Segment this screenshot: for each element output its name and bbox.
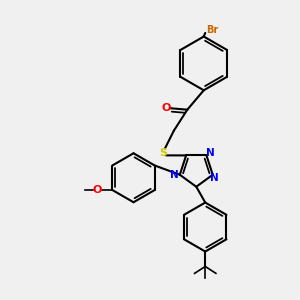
Text: N: N [170,170,179,180]
Text: O: O [93,185,102,195]
Text: S: S [159,148,167,158]
Text: N: N [210,173,219,183]
Text: N: N [206,148,214,158]
Text: Br: Br [206,25,218,35]
Text: O: O [162,103,171,113]
